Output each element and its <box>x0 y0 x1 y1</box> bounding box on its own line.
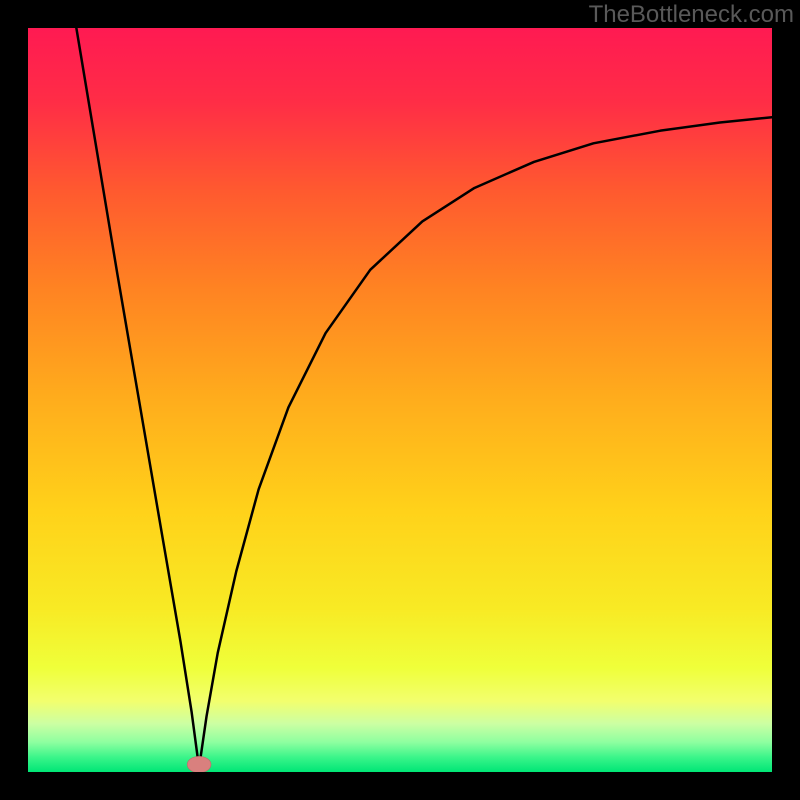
chart-container: TheBottleneck.com <box>0 0 800 800</box>
optimal-point-marker <box>187 756 211 772</box>
bottleneck-chart <box>0 0 800 800</box>
watermark-text: TheBottleneck.com <box>589 1 794 29</box>
